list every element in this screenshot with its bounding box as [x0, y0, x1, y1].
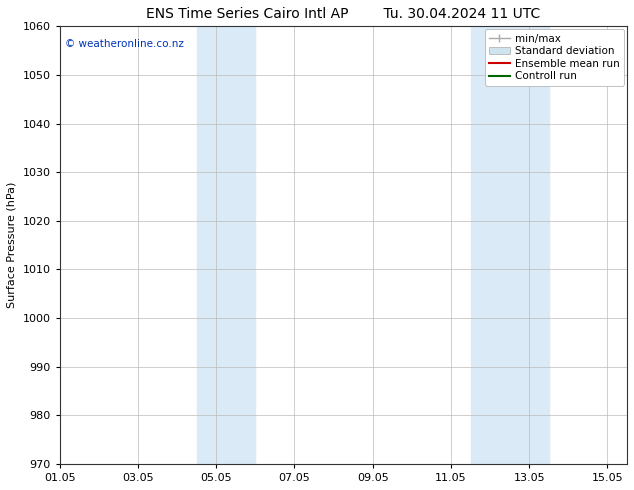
Bar	[197, 26, 256, 464]
Y-axis label: Surface Pressure (hPa): Surface Pressure (hPa)	[7, 182, 17, 308]
Bar	[470, 26, 549, 464]
Legend: min/max, Standard deviation, Ensemble mean run, Controll run: min/max, Standard deviation, Ensemble me…	[485, 29, 624, 86]
Text: © weatheronline.co.nz: © weatheronline.co.nz	[65, 39, 184, 49]
Title: ENS Time Series Cairo Intl AP        Tu. 30.04.2024 11 UTC: ENS Time Series Cairo Intl AP Tu. 30.04.…	[146, 7, 540, 21]
